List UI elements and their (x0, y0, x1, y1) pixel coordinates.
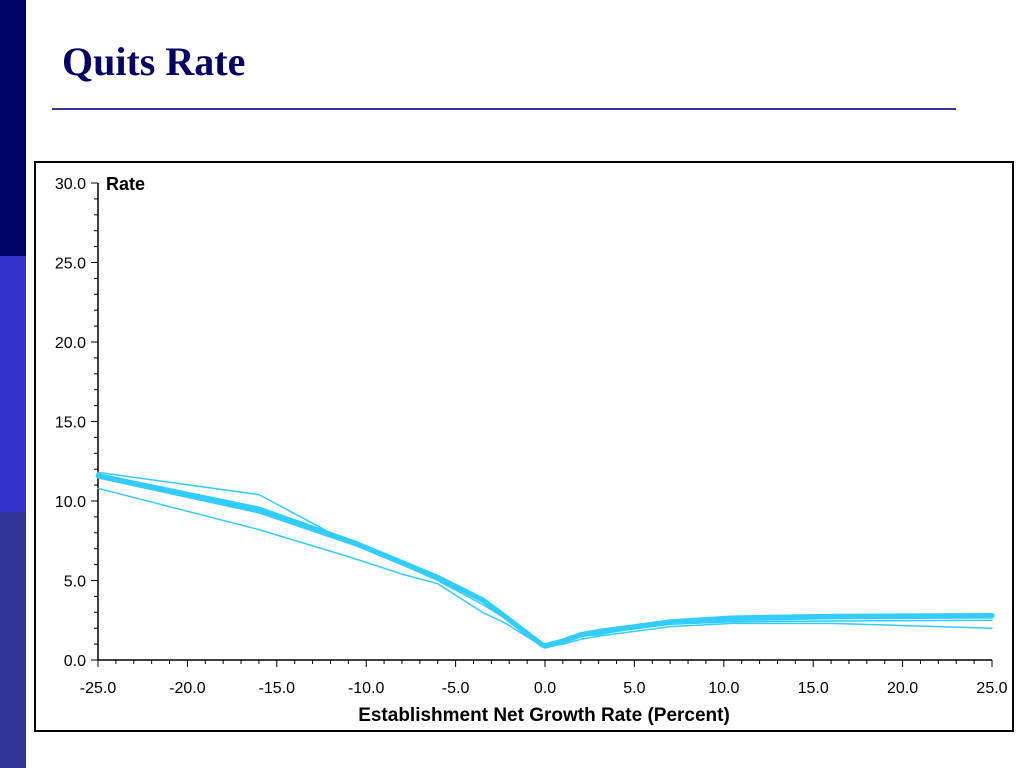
x-tick-label: -10.0 (348, 680, 385, 697)
y-tick-label: 5.0 (64, 574, 86, 591)
chart-series (95, 471, 995, 649)
title-underline (52, 108, 956, 110)
y-tick-label: 0.0 (64, 653, 86, 670)
y-axis-title: Rate (106, 174, 145, 194)
y-tick-label: 20.0 (55, 335, 86, 352)
x-tick-label: -20.0 (169, 680, 206, 697)
x-tick-label: -25.0 (80, 680, 117, 697)
x-tick-label: -5.0 (442, 680, 470, 697)
x-tick-label: 10.0 (708, 680, 739, 697)
x-tick-label: 25.0 (976, 680, 1007, 697)
x-axis-title: Establishment Net Growth Rate (Percent) (358, 705, 730, 726)
chart-ticks: 0.0 5.0 10.0 15.0 20.0 25.0 30.0 -25.0 -20.0 -15.… (55, 176, 1008, 697)
series-line-3 (97, 471, 993, 649)
x-tick-label: 0.0 (534, 680, 556, 697)
x-tick-label: 20.0 (887, 680, 918, 697)
series-line-4 (97, 487, 993, 649)
side-accent-bar-top (0, 0, 26, 256)
y-tick-label: 15.0 (55, 415, 86, 432)
side-accent-bar-bottom (0, 512, 26, 768)
side-accent-bar-middle (0, 256, 26, 512)
y-tick-label: 30.0 (55, 176, 86, 193)
x-tick-label: -15.0 (259, 680, 296, 697)
y-tick-label: 25.0 (55, 256, 86, 273)
x-tick-label: 15.0 (798, 680, 829, 697)
quits-rate-chart: 0.0 5.0 10.0 15.0 20.0 25.0 30.0 -25.0 -20.0 -15.… (55, 174, 1008, 726)
slide-title: Quits Rate (62, 39, 246, 84)
chart-frame: 0.0 5.0 10.0 15.0 20.0 25.0 30.0 -25.0 -20.0 -15.… (34, 161, 1014, 732)
chart-axes (97, 183, 992, 661)
y-tick-label: 10.0 (55, 494, 86, 511)
x-tick-label: 5.0 (623, 680, 645, 697)
